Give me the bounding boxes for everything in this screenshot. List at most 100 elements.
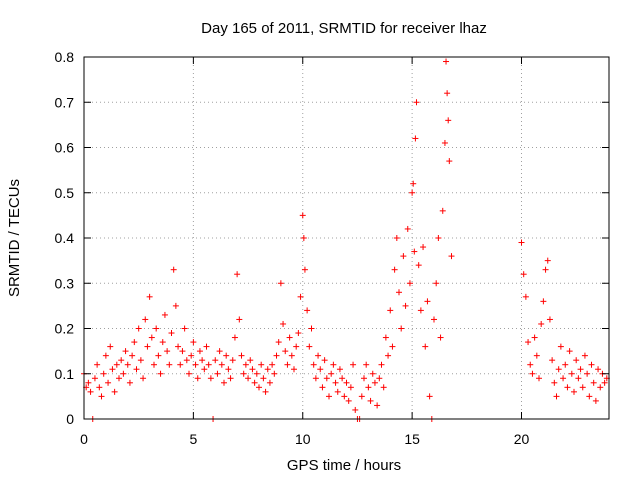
data-point — [260, 375, 267, 382]
data-point — [262, 388, 269, 395]
data-point — [553, 393, 560, 400]
data-point — [396, 289, 402, 296]
data-point — [435, 235, 442, 241]
data-point — [300, 235, 307, 241]
data-point — [371, 379, 378, 386]
data-point — [282, 348, 289, 355]
data-point — [520, 271, 527, 278]
data-point — [161, 311, 168, 318]
data-point — [347, 384, 354, 391]
data-point — [595, 366, 602, 373]
data-point — [549, 357, 556, 364]
data-point — [258, 361, 265, 368]
data-point — [140, 375, 147, 382]
data-point — [275, 339, 282, 346]
axis-ticks — [83, 56, 609, 420]
data-point — [380, 384, 387, 391]
data-point — [332, 379, 339, 386]
data-point — [304, 307, 311, 314]
data-point — [100, 370, 107, 377]
y-tick-label: 0.8 — [55, 49, 75, 65]
data-point — [404, 225, 411, 232]
data-point — [216, 348, 223, 355]
data-point — [417, 307, 424, 314]
data-point — [536, 375, 542, 382]
data-point — [446, 158, 453, 165]
data-point — [533, 352, 540, 359]
data-point — [411, 248, 418, 255]
data-point — [306, 343, 313, 350]
data-point — [144, 343, 151, 350]
data-point — [350, 361, 357, 368]
data-point — [98, 393, 105, 400]
data-point — [319, 384, 326, 391]
data-point — [247, 357, 254, 364]
data-point — [367, 397, 374, 404]
data-point — [571, 388, 577, 395]
data-point — [120, 370, 127, 377]
data-point — [378, 361, 385, 368]
data-point — [277, 280, 284, 287]
data-point — [544, 257, 551, 264]
data-point — [94, 361, 101, 368]
data-point — [170, 266, 177, 273]
data-point — [203, 343, 210, 350]
data-point — [201, 366, 208, 373]
data-point — [358, 393, 365, 400]
data-point — [573, 357, 580, 364]
data-point — [365, 384, 372, 391]
data-point — [122, 348, 129, 355]
data-point — [339, 375, 346, 382]
data-point — [588, 361, 595, 368]
data-point — [525, 339, 532, 346]
data-point — [286, 334, 293, 341]
data-point — [441, 139, 448, 146]
data-point — [151, 361, 157, 368]
data-point — [118, 357, 125, 364]
data-point — [271, 370, 278, 377]
data-point — [448, 253, 455, 260]
data-point — [166, 361, 173, 368]
data-point — [188, 352, 195, 359]
data-point — [415, 262, 422, 269]
data-point — [555, 366, 562, 373]
data-point — [437, 334, 444, 341]
data-point — [245, 375, 252, 382]
data-point — [229, 357, 236, 364]
data-point — [317, 366, 324, 373]
y-tick-label: 0.4 — [55, 230, 75, 246]
data-point — [413, 99, 420, 106]
data-point — [85, 379, 92, 386]
data-point — [295, 330, 302, 337]
data-point — [199, 357, 206, 364]
chart-title: Day 165 of 2011, SRMTID for receiver lha… — [201, 20, 487, 37]
y-axis-label: SRMTID / TECUs — [6, 179, 23, 297]
data-point — [212, 357, 219, 364]
data-point — [266, 379, 273, 386]
x-axis-tick-labels: 0 5 10 15 20 — [80, 431, 529, 447]
data-point — [269, 361, 276, 368]
data-point — [310, 361, 317, 368]
data-point — [107, 343, 114, 350]
data-point — [400, 253, 407, 260]
data-point — [288, 352, 295, 359]
data-point — [345, 397, 352, 404]
data-point — [242, 361, 249, 368]
data-point — [601, 379, 608, 386]
data-point — [291, 366, 297, 373]
data-point — [256, 384, 262, 391]
data-point — [223, 352, 230, 359]
data-point — [102, 352, 109, 359]
data-point — [389, 343, 396, 350]
data-point — [131, 339, 138, 346]
data-point — [234, 271, 241, 278]
data-point — [251, 379, 258, 386]
data-point — [424, 298, 431, 305]
data-point — [190, 339, 197, 346]
data-point — [177, 361, 184, 368]
data-point — [284, 361, 291, 368]
data-point — [105, 379, 112, 386]
data-point — [592, 397, 599, 404]
data-point — [231, 334, 238, 341]
data-point — [116, 375, 122, 382]
